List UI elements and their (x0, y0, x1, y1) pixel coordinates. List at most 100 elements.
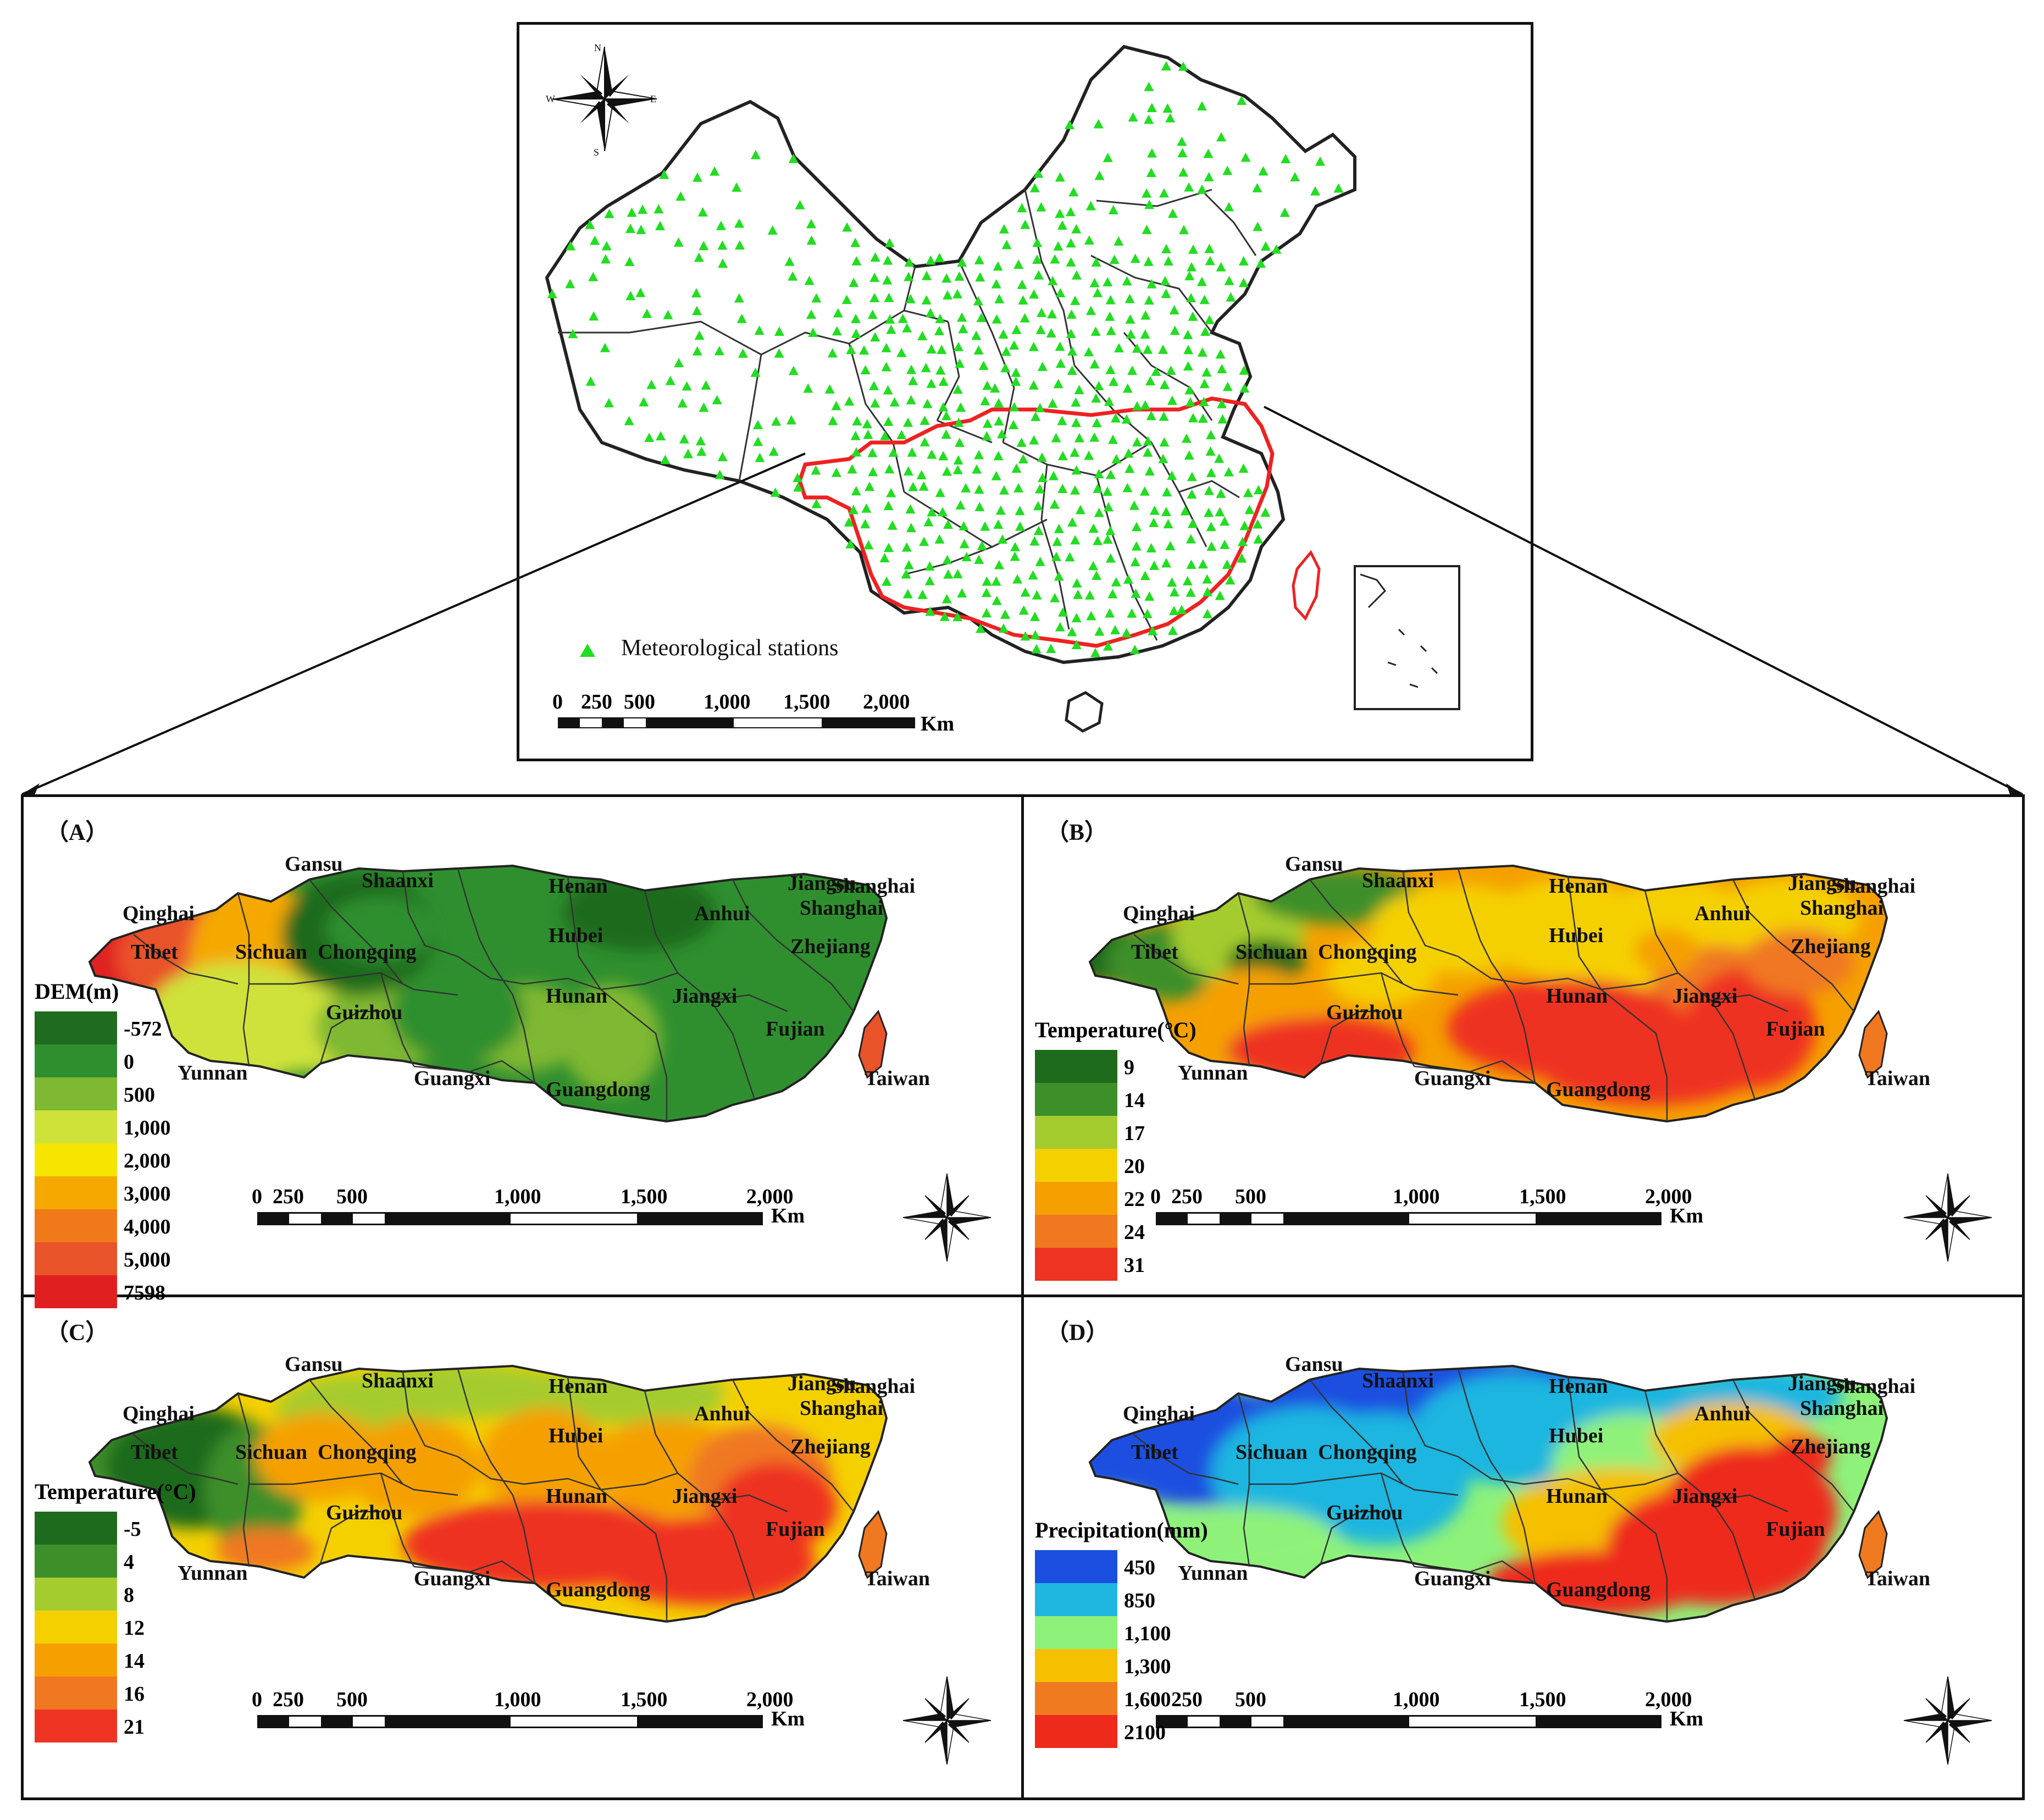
station-marker (1033, 168, 1044, 178)
legend-swatch (1035, 1649, 1117, 1682)
station-marker (1016, 437, 1027, 447)
station-marker (867, 309, 878, 319)
station-marker (1051, 551, 1061, 561)
province-label: Fujian (1766, 1518, 1825, 1541)
station-marker (1032, 237, 1043, 247)
station-marker (600, 254, 611, 264)
station-marker (991, 279, 1001, 289)
province-label: Yunnan (178, 1061, 248, 1085)
province-border (732, 879, 805, 962)
station-marker (1161, 289, 1171, 298)
station-marker (1105, 364, 1116, 374)
station-marker (1140, 571, 1150, 580)
station-marker (867, 447, 878, 457)
legend-item: 14 (1035, 1083, 1255, 1116)
station-marker (1255, 258, 1266, 268)
legend-swatch (1035, 1715, 1117, 1748)
station-marker (1072, 578, 1082, 588)
station-marker (1065, 552, 1075, 562)
station-marker (982, 431, 992, 441)
station-marker (884, 237, 895, 247)
station-marker (974, 484, 984, 494)
province-label: Jiangsu (788, 1372, 856, 1395)
station-marker (1031, 644, 1042, 654)
station-marker (1071, 397, 1081, 407)
station-marker (1103, 641, 1114, 651)
station-marker (547, 289, 557, 298)
province-label: Guangdong (1546, 1078, 1651, 1101)
station-marker (1028, 341, 1039, 351)
station-marker (750, 150, 761, 159)
station-marker (955, 438, 965, 447)
station-marker (635, 287, 646, 297)
station-marker (675, 191, 686, 201)
province-border (1732, 879, 1805, 962)
station-marker (1129, 644, 1140, 654)
legend-value: 500 (124, 1083, 155, 1107)
station-marker (851, 486, 861, 496)
station-marker (1033, 270, 1044, 280)
station-marker (1160, 379, 1170, 389)
legend: Temperature(°C) 9 14 17 20 22 24 31 (1035, 1017, 1197, 1281)
station-marker (976, 623, 986, 633)
station-marker (850, 430, 861, 440)
station-marker (1093, 119, 1104, 129)
legend-item: 3,000 (35, 1176, 254, 1209)
province-border (457, 868, 492, 962)
station-marker (1204, 485, 1214, 495)
station-marker (1109, 377, 1119, 386)
station-marker (1013, 259, 1024, 269)
province-border (1402, 1371, 1459, 1458)
province-label: Zhejiang (1791, 1435, 1871, 1458)
legend-item: 450 (1035, 1550, 1255, 1583)
station-marker (1177, 605, 1187, 615)
station-marker (1070, 535, 1081, 545)
station-marker (1132, 343, 1142, 353)
scale-tick: 2,000 (863, 690, 910, 713)
province-border (1320, 1010, 1381, 1064)
station-marker (1143, 256, 1154, 266)
legend-title: Precipitation(mm) (1035, 1518, 1208, 1542)
panel-b-temperature-max: （B） Qinghai Tibet Sichuan Gansu Shaanxi Henan J… (1024, 797, 2022, 1295)
province-label: Shanghai (800, 1397, 884, 1420)
station-marker (1140, 400, 1150, 410)
station-marker (1169, 305, 1179, 315)
station-marker (738, 348, 748, 358)
station-marker (642, 308, 652, 318)
province-label: Jiangxi (1672, 984, 1738, 1008)
station-marker (1057, 484, 1068, 494)
station-marker (1031, 411, 1041, 421)
station-marker (851, 447, 862, 457)
scale-tick: 2,000 (746, 1185, 794, 1208)
station-marker (941, 411, 951, 421)
station-marker (1094, 170, 1105, 180)
station-marker (1105, 311, 1115, 321)
station-marker (1146, 543, 1156, 553)
station-marker (824, 384, 835, 394)
station-marker (1216, 132, 1227, 142)
station-marker (1168, 606, 1179, 616)
province-label: Fujian (766, 1017, 825, 1041)
station-marker (1271, 244, 1282, 254)
station-marker (901, 542, 912, 552)
province-label: Qinghai (1123, 1402, 1195, 1425)
station-marker (961, 552, 972, 562)
province-border (1600, 1489, 1668, 1622)
station-marker (1071, 613, 1082, 623)
province-border (567, 876, 602, 990)
province-border (567, 972, 678, 991)
scalebar (257, 1212, 763, 1225)
station-marker (953, 455, 963, 465)
panel-map-svg (88, 1364, 991, 1765)
scale-tick: 2,000 (1645, 1185, 1692, 1208)
panel-map-svg (1088, 1364, 1992, 1765)
station-marker (1017, 203, 1027, 213)
station-marker (1105, 553, 1116, 563)
station-marker (1066, 328, 1076, 338)
legend-item: 31 (1035, 1248, 1255, 1281)
province-label: Qinghai (123, 902, 195, 925)
station-marker (1037, 307, 1047, 317)
station-marker (1222, 381, 1233, 391)
station-marker (1011, 376, 1021, 386)
station-marker (1197, 184, 1207, 194)
